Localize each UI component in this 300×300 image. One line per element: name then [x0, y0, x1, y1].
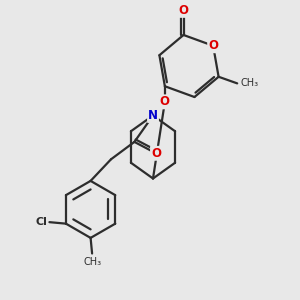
- Text: O: O: [208, 39, 218, 52]
- Text: O: O: [178, 4, 188, 17]
- Text: Cl: Cl: [35, 217, 47, 227]
- Text: O: O: [151, 147, 161, 160]
- Text: N: N: [148, 109, 158, 122]
- Text: CH₃: CH₃: [241, 78, 259, 88]
- Text: O: O: [160, 95, 170, 108]
- Text: CH₃: CH₃: [83, 257, 101, 267]
